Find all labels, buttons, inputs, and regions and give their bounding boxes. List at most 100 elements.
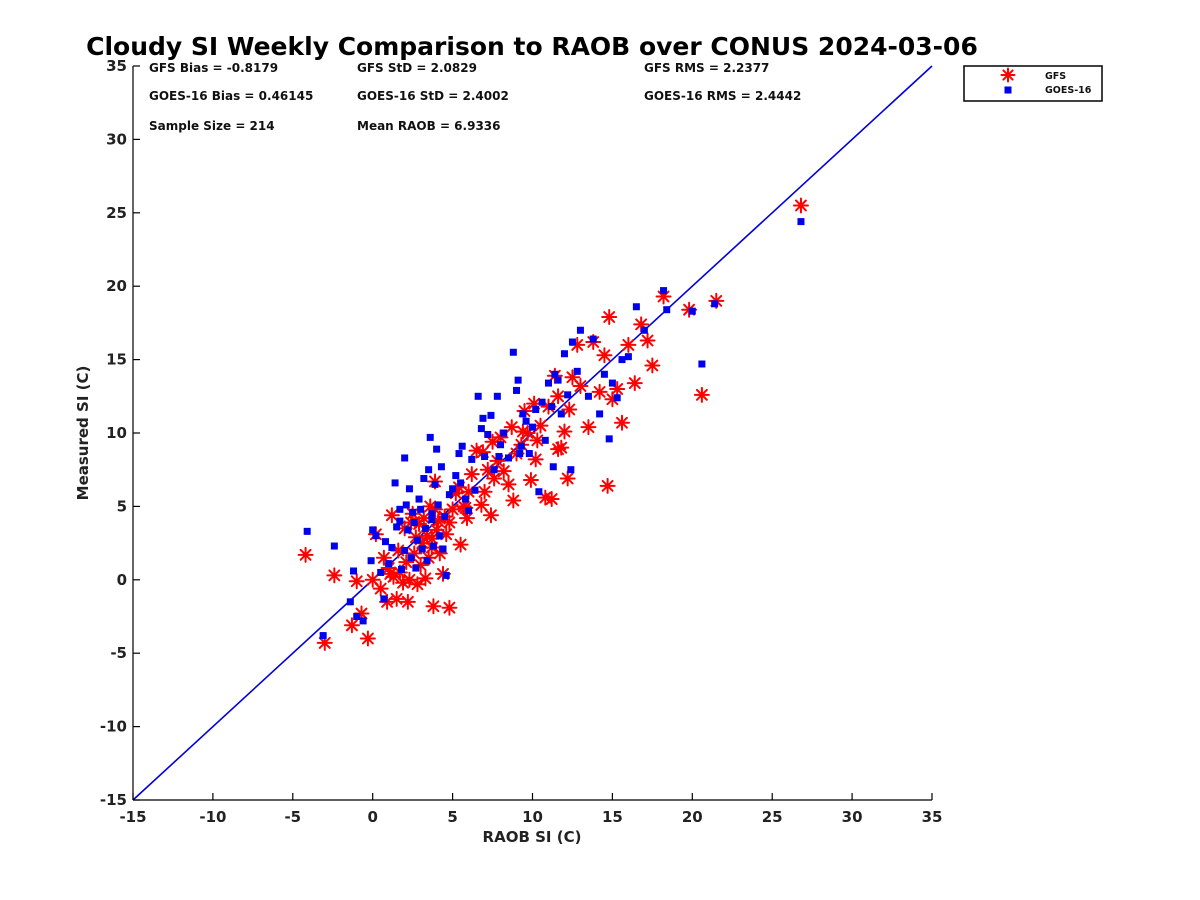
point-gfs (423, 530, 440, 547)
point-goes16 (532, 406, 540, 414)
legend-asterisk-icon (1000, 67, 1016, 83)
point-goes16 (529, 423, 536, 431)
point-gfs (415, 510, 432, 527)
point-goes16 (516, 450, 524, 458)
point-goes16 (474, 392, 482, 400)
point-gfs (409, 576, 426, 593)
point-goes16 (415, 495, 423, 503)
point-gfs (401, 571, 418, 588)
y-tick-label: -10 (100, 718, 127, 736)
point-gfs (375, 549, 392, 566)
point-goes16 (423, 557, 431, 565)
point-goes16 (404, 526, 412, 534)
point-goes16 (369, 526, 377, 534)
point-gfs (609, 380, 626, 397)
point-goes16 (487, 411, 495, 419)
point-goes16 (465, 507, 473, 515)
point-gfs (519, 425, 536, 441)
point-gfs (604, 391, 621, 408)
y-tick-label: 5 (117, 497, 127, 515)
point-goes16 (401, 454, 409, 462)
point-goes16 (495, 452, 503, 460)
point-gfs (438, 526, 455, 543)
point-gfs (550, 441, 567, 458)
x-tick-label: -10 (199, 808, 226, 826)
point-goes16 (391, 479, 399, 487)
legend-square-icon (1004, 86, 1012, 94)
point-goes16 (640, 326, 648, 334)
point-goes16 (449, 485, 457, 493)
point-gfs (468, 442, 485, 459)
point-goes16 (461, 495, 469, 503)
point-goes16 (439, 545, 447, 553)
point-gfs (441, 514, 458, 531)
point-gfs (537, 489, 554, 506)
point-goes16 (513, 386, 521, 394)
legend-box (963, 65, 1103, 102)
point-gfs (613, 414, 630, 431)
point-goes16 (564, 391, 572, 399)
point-gfs (482, 507, 499, 524)
point-goes16 (420, 475, 428, 483)
point-goes16 (377, 568, 385, 576)
point-gfs (460, 483, 477, 500)
x-axis-label: RAOB SI (C) (483, 828, 582, 846)
point-gfs (572, 378, 589, 395)
data-points-layer (297, 197, 809, 651)
point-goes16 (436, 532, 444, 540)
point-goes16 (458, 442, 466, 450)
axis-ticks: -15 -10 -5 0 5 10 15 20 25 30 35 -15 -10 -5 0 5 10 15 20 25… (100, 57, 943, 826)
point-goes16 (538, 398, 546, 406)
point-gfs (359, 630, 376, 647)
point-goes16 (660, 287, 668, 295)
point-goes16 (613, 394, 621, 402)
point-gfs (452, 536, 469, 553)
stat-goes-bias: GOES-16 Bias = 0.46145 (149, 89, 313, 103)
x-tick-label: 25 (762, 808, 783, 826)
stat-gfs-std: GFS StD = 2.0829 (357, 61, 477, 75)
point-goes16 (600, 370, 608, 378)
point-gfs (395, 574, 412, 591)
point-gfs (495, 463, 512, 480)
point-goes16 (632, 303, 640, 311)
y-tick-label: 25 (106, 204, 127, 222)
point-gfs (447, 485, 464, 502)
point-goes16 (407, 554, 415, 562)
point-goes16 (596, 410, 604, 418)
point-goes16 (350, 567, 358, 575)
point-goes16 (452, 472, 460, 480)
point-goes16 (468, 455, 476, 463)
point-goes16 (663, 306, 671, 314)
point-gfs (348, 573, 365, 590)
point-gfs (474, 444, 491, 461)
point-goes16 (471, 486, 479, 494)
point-goes16 (429, 542, 437, 550)
point-gfs (422, 498, 439, 515)
point-gfs (476, 483, 493, 500)
point-gfs (492, 429, 509, 446)
point-goes16 (433, 445, 441, 453)
point-gfs (463, 466, 480, 483)
point-goes16 (624, 353, 632, 361)
point-goes16 (402, 501, 410, 509)
point-goes16 (431, 480, 439, 488)
point-goes16 (457, 479, 465, 487)
point-goes16 (484, 430, 492, 438)
point-goes16 (410, 519, 418, 527)
point-goes16 (505, 454, 513, 462)
point-gfs (390, 542, 407, 559)
x-tick-label: 10 (522, 808, 543, 826)
point-gfs (550, 388, 567, 405)
x-tick-label: 35 (922, 808, 943, 826)
legend: GFS GOES-16 (963, 65, 1103, 102)
legend-label-goes16: GOES-16 (1045, 85, 1092, 96)
y-tick-label: 35 (106, 57, 127, 75)
point-goes16 (385, 560, 393, 568)
point-gfs (297, 546, 314, 563)
point-gfs (479, 461, 496, 478)
point-goes16 (584, 392, 592, 400)
point-goes16 (388, 544, 396, 552)
x-tick-label: 0 (367, 808, 377, 826)
point-gfs (505, 492, 522, 509)
point-goes16 (711, 300, 719, 308)
